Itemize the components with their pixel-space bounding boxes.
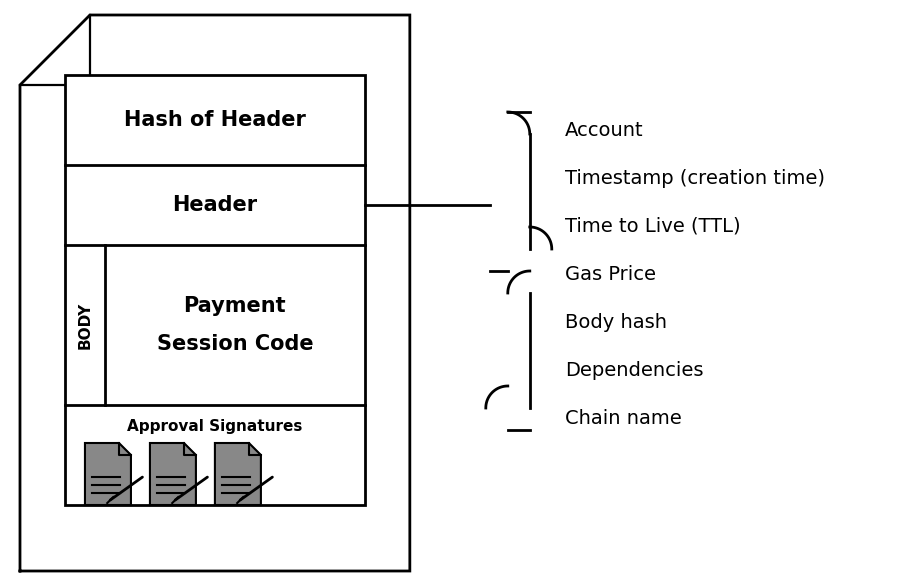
Text: Hash of Header: Hash of Header (124, 110, 306, 130)
Text: Payment: Payment (184, 296, 286, 316)
Text: BODY: BODY (77, 301, 93, 349)
Text: Chain name: Chain name (565, 408, 681, 428)
Text: Time to Live (TTL): Time to Live (TTL) (565, 216, 741, 236)
Text: Gas Price: Gas Price (565, 264, 656, 284)
Text: Session Code: Session Code (157, 334, 313, 354)
Text: Dependencies: Dependencies (565, 360, 703, 380)
Polygon shape (215, 443, 261, 505)
Text: Timestamp (creation time): Timestamp (creation time) (565, 169, 824, 188)
Polygon shape (85, 443, 130, 505)
Text: Body hash: Body hash (565, 312, 667, 332)
Text: Header: Header (172, 195, 257, 215)
Bar (65, 75, 364, 505)
Text: Approval Signatures: Approval Signatures (127, 420, 302, 434)
Polygon shape (150, 443, 196, 505)
Text: Account: Account (565, 121, 644, 139)
Polygon shape (20, 15, 410, 571)
